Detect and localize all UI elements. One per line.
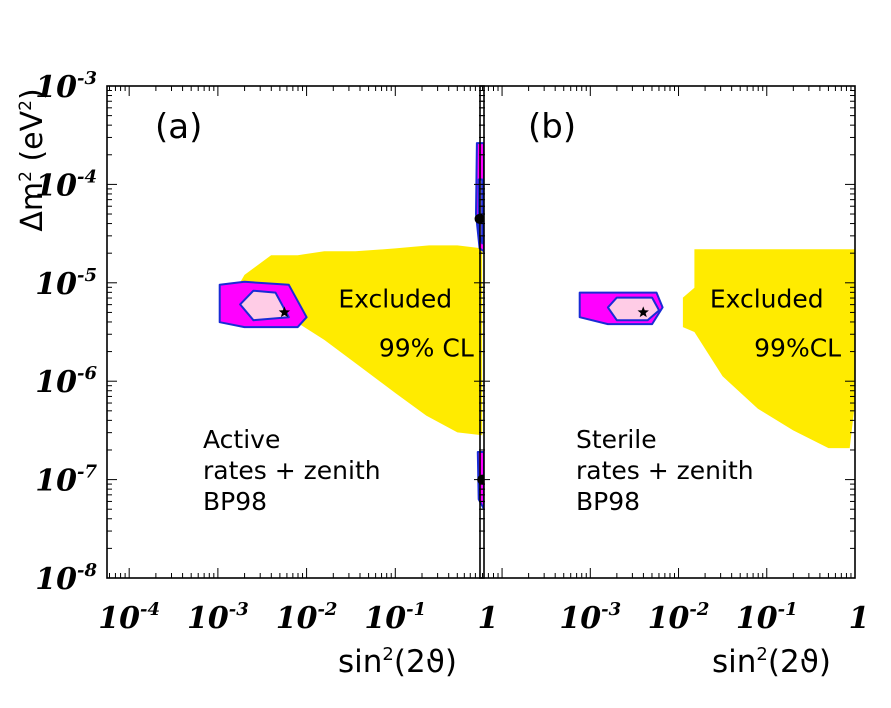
excluded-label: Excluded <box>338 284 452 313</box>
panel-tag: (b) <box>528 107 576 147</box>
panel-info-line: rates + zenith <box>203 456 381 485</box>
confidence-level-label: 99%CL <box>754 334 841 363</box>
excluded-label: Excluded <box>710 284 824 313</box>
plot-frame <box>479 85 856 579</box>
y-tick-label: 10-4 <box>35 166 97 203</box>
y-tick-label: 10-5 <box>35 265 97 302</box>
best-fit-star <box>637 306 649 318</box>
panel-info-line: BP98 <box>203 487 267 516</box>
x-tick-label: 10-1 <box>736 599 798 636</box>
panel-info-line: Sterile <box>576 425 657 454</box>
y-tick-label: 10-7 <box>35 462 97 499</box>
x-tick-label: 10-3 <box>187 599 249 636</box>
x-axis-title-b: sin2(2ϑ) <box>712 644 831 680</box>
panel-b: 10-3 10-2 10-1 1 (b) Excluded 99%CL Sterilerate… <box>479 85 870 636</box>
x-tick-label: 10-4 <box>98 599 160 636</box>
plot-frame <box>106 85 485 579</box>
x-tick-label: 10-2 <box>276 599 338 636</box>
x-axis-title-a: sin2(2ϑ) <box>338 644 457 680</box>
x-tick-label: 10-1 <box>364 599 426 636</box>
axis-ticks <box>480 86 855 579</box>
best-fit-star <box>278 306 291 318</box>
allowed-region-inner <box>606 296 661 322</box>
plot-area <box>218 142 484 511</box>
y-axis-title: Δm2 (eV2) <box>15 88 50 231</box>
x-tick-label: 1 <box>849 601 870 636</box>
panel-info-line: Active <box>203 425 280 454</box>
x-tick-label: 10-2 <box>648 599 710 636</box>
y-axis: 10-8 10-7 10-6 10-5 10-4 10-3 <box>35 68 97 597</box>
panel-tag: (a) <box>155 107 202 147</box>
panel-info-line: BP98 <box>576 487 640 516</box>
panel-info-line: rates + zenith <box>576 456 754 485</box>
x-tick-label: 1 <box>478 601 499 636</box>
allowed-region-inner <box>239 289 290 322</box>
excluded-region <box>682 249 855 449</box>
y-tick-label: 10-3 <box>35 68 97 105</box>
y-tick-label: 10-6 <box>35 363 97 400</box>
y-tick-label: 10-8 <box>35 560 97 597</box>
confidence-level-label: 99% CL <box>379 334 474 363</box>
x-tick-label: 10-3 <box>559 599 621 636</box>
panel-a: 10-4 10-3 10-2 10-1 1 (a) Excluded 99% CL Active… <box>98 85 499 636</box>
plot-area <box>578 249 855 449</box>
